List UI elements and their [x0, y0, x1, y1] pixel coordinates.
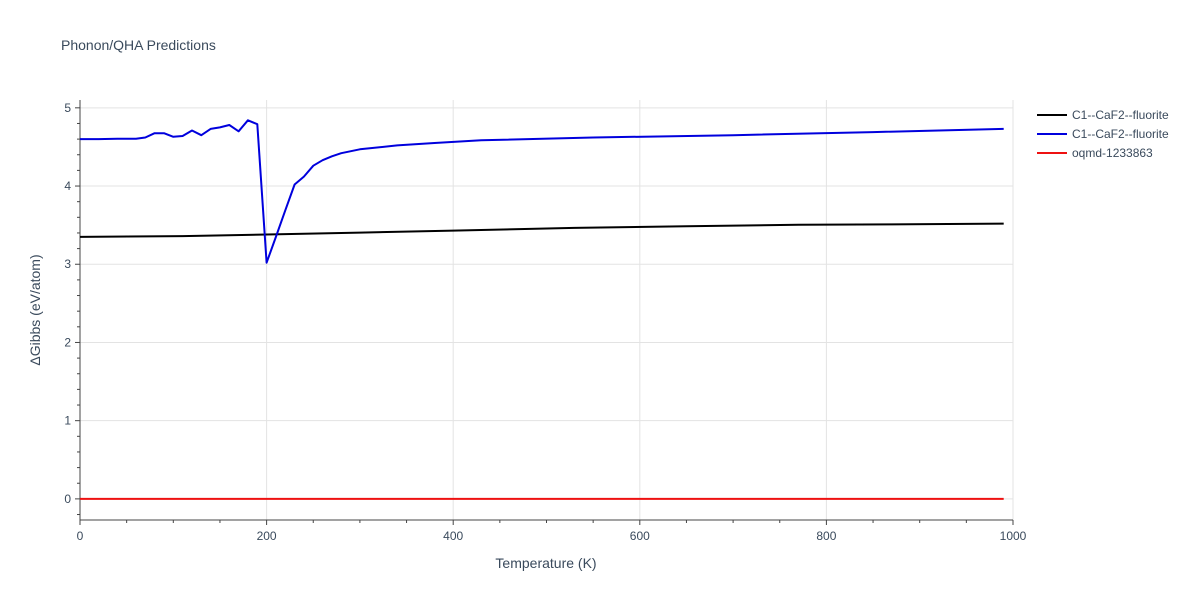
y-axis-title: ΔGibbs (eV/atom): [27, 254, 43, 365]
y-tick-label: 0: [64, 492, 71, 506]
y-tick-label: 3: [64, 257, 71, 271]
legend-label-2: C1--CaF2--fluorite: [1072, 127, 1169, 141]
legend-label-3: oqmd-1233863: [1072, 146, 1153, 160]
x-tick-label: 800: [816, 529, 836, 543]
x-tick-label: 200: [257, 529, 277, 543]
legend: C1--CaF2--fluorite C1--CaF2--fluorite oqmd…: [1037, 108, 1169, 160]
grid-lines: [80, 100, 1014, 520]
x-tick-label: 1000: [1000, 529, 1027, 543]
x-tick-label: 600: [630, 529, 650, 543]
y-tick-label: 2: [64, 335, 71, 349]
series-line-1: [79, 222, 1004, 238]
y-tick-label: 5: [64, 101, 71, 115]
y-tick-label: 1: [64, 414, 71, 428]
x-tick-label: 400: [443, 529, 463, 543]
y-tick-label: 4: [64, 179, 71, 193]
x-tick-label: 0: [77, 529, 84, 543]
chart-title: Phonon/QHA Predictions: [61, 37, 216, 53]
series-lines: [79, 119, 1004, 500]
axes: 0 200 400 600 800 1000 0 1 2 3 4 5: [64, 100, 1027, 543]
legend-label-1: C1--CaF2--fluorite: [1072, 108, 1169, 122]
x-axis-title: Temperature (K): [495, 555, 596, 571]
series-line-2: [80, 119, 1004, 264]
